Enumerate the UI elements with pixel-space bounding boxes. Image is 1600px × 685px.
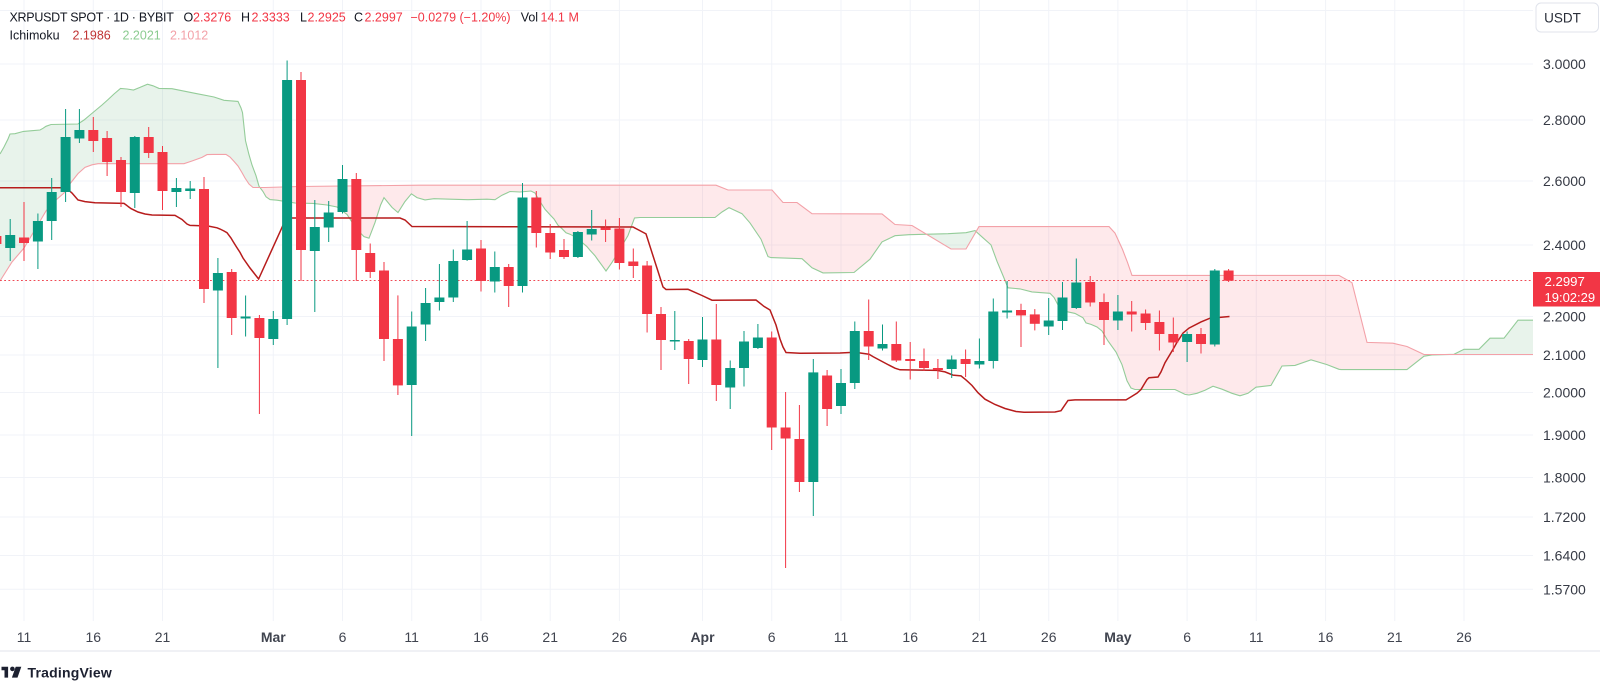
- svg-text:2.3276: 2.3276: [193, 10, 231, 24]
- svg-text:21: 21: [972, 629, 988, 645]
- svg-text:16: 16: [473, 629, 489, 645]
- svg-text:2.2997: 2.2997: [365, 10, 403, 24]
- svg-text:2.2000: 2.2000: [1543, 309, 1586, 325]
- svg-text:2.8000: 2.8000: [1543, 112, 1586, 128]
- svg-text:O: O: [184, 10, 194, 24]
- svg-text:2.1986: 2.1986: [73, 29, 111, 43]
- svg-text:May: May: [1104, 629, 1131, 645]
- svg-text:21: 21: [155, 629, 171, 645]
- svg-text:H: H: [241, 10, 250, 24]
- svg-text:2.2021: 2.2021: [123, 29, 161, 43]
- svg-text:1.6400: 1.6400: [1543, 548, 1586, 564]
- svg-text:L: L: [300, 10, 307, 24]
- svg-text:2.2925: 2.2925: [308, 10, 346, 24]
- svg-text:6: 6: [1183, 629, 1191, 645]
- svg-text:26: 26: [1041, 629, 1057, 645]
- svg-text:2.0000: 2.0000: [1543, 385, 1586, 401]
- svg-text:26: 26: [612, 629, 628, 645]
- svg-text:6: 6: [339, 629, 347, 645]
- svg-text:2.1012: 2.1012: [170, 29, 208, 43]
- svg-text:11: 11: [834, 629, 849, 645]
- svg-text:2.1000: 2.1000: [1543, 347, 1586, 363]
- svg-text:16: 16: [1318, 629, 1334, 645]
- svg-text:1.7200: 1.7200: [1543, 509, 1586, 525]
- svg-text:2.2997: 2.2997: [1545, 274, 1585, 289]
- svg-text:2.6000: 2.6000: [1543, 173, 1586, 189]
- svg-text:14.1: 14.1: [541, 10, 565, 24]
- svg-text:Vol: Vol: [521, 10, 538, 24]
- svg-text:11: 11: [1249, 629, 1264, 645]
- svg-text:USDT: USDT: [1544, 11, 1581, 26]
- svg-text:Ichimoku: Ichimoku: [10, 29, 60, 43]
- svg-text:1.8000: 1.8000: [1543, 470, 1586, 486]
- svg-text:2.3333: 2.3333: [252, 10, 290, 24]
- svg-text:6: 6: [768, 629, 776, 645]
- svg-text:1.5700: 1.5700: [1543, 581, 1586, 597]
- svg-text:C: C: [354, 10, 363, 24]
- svg-text:XRPUSDT SPOT · 1D · BYBIT: XRPUSDT SPOT · 1D · BYBIT: [10, 10, 175, 24]
- svg-text:1.9000: 1.9000: [1543, 427, 1586, 443]
- svg-text:3.0000: 3.0000: [1543, 56, 1586, 72]
- svg-text:26: 26: [1456, 629, 1472, 645]
- svg-text:21: 21: [542, 629, 558, 645]
- svg-text:21: 21: [1387, 629, 1403, 645]
- svg-text:TradingView: TradingView: [28, 664, 112, 680]
- svg-text:19:02:29: 19:02:29: [1545, 290, 1596, 305]
- svg-text:Mar: Mar: [261, 629, 286, 645]
- svg-text:−0.0279 (−1.20%): −0.0279 (−1.20%): [411, 10, 511, 24]
- svg-text:16: 16: [902, 629, 918, 645]
- svg-text:2.4000: 2.4000: [1543, 237, 1586, 253]
- svg-text:11: 11: [17, 629, 32, 645]
- svg-text:M: M: [569, 10, 579, 24]
- svg-text:11: 11: [404, 629, 419, 645]
- svg-text:16: 16: [86, 629, 102, 645]
- svg-text:Apr: Apr: [690, 629, 715, 645]
